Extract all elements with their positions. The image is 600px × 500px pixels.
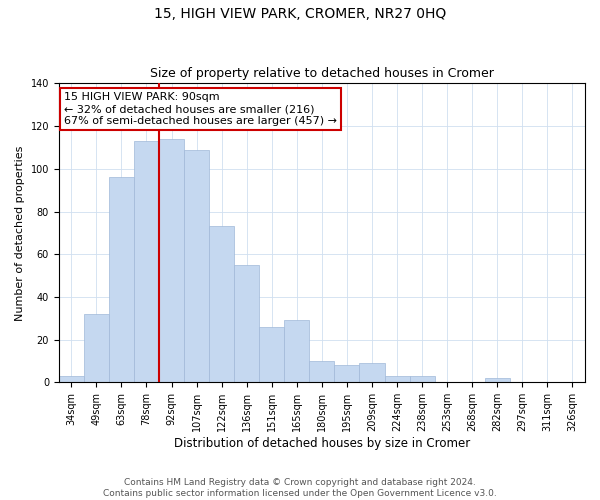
Bar [209, 226, 234, 382]
Bar [385, 376, 410, 382]
Bar [59, 376, 84, 382]
Bar [134, 141, 159, 382]
Y-axis label: Number of detached properties: Number of detached properties [15, 145, 25, 320]
Bar [334, 366, 359, 382]
Bar [234, 265, 259, 382]
Bar [159, 139, 184, 382]
Bar [310, 361, 334, 382]
Text: Contains HM Land Registry data © Crown copyright and database right 2024.
Contai: Contains HM Land Registry data © Crown c… [103, 478, 497, 498]
Bar [109, 178, 134, 382]
Bar [410, 376, 434, 382]
Bar [284, 320, 310, 382]
Bar [485, 378, 510, 382]
Bar [184, 150, 209, 382]
Text: 15, HIGH VIEW PARK, CROMER, NR27 0HQ: 15, HIGH VIEW PARK, CROMER, NR27 0HQ [154, 8, 446, 22]
Text: 15 HIGH VIEW PARK: 90sqm
← 32% of detached houses are smaller (216)
67% of semi-: 15 HIGH VIEW PARK: 90sqm ← 32% of detach… [64, 92, 337, 126]
Bar [84, 314, 109, 382]
Bar [359, 363, 385, 382]
Title: Size of property relative to detached houses in Cromer: Size of property relative to detached ho… [150, 66, 494, 80]
Bar [259, 327, 284, 382]
X-axis label: Distribution of detached houses by size in Cromer: Distribution of detached houses by size … [174, 437, 470, 450]
